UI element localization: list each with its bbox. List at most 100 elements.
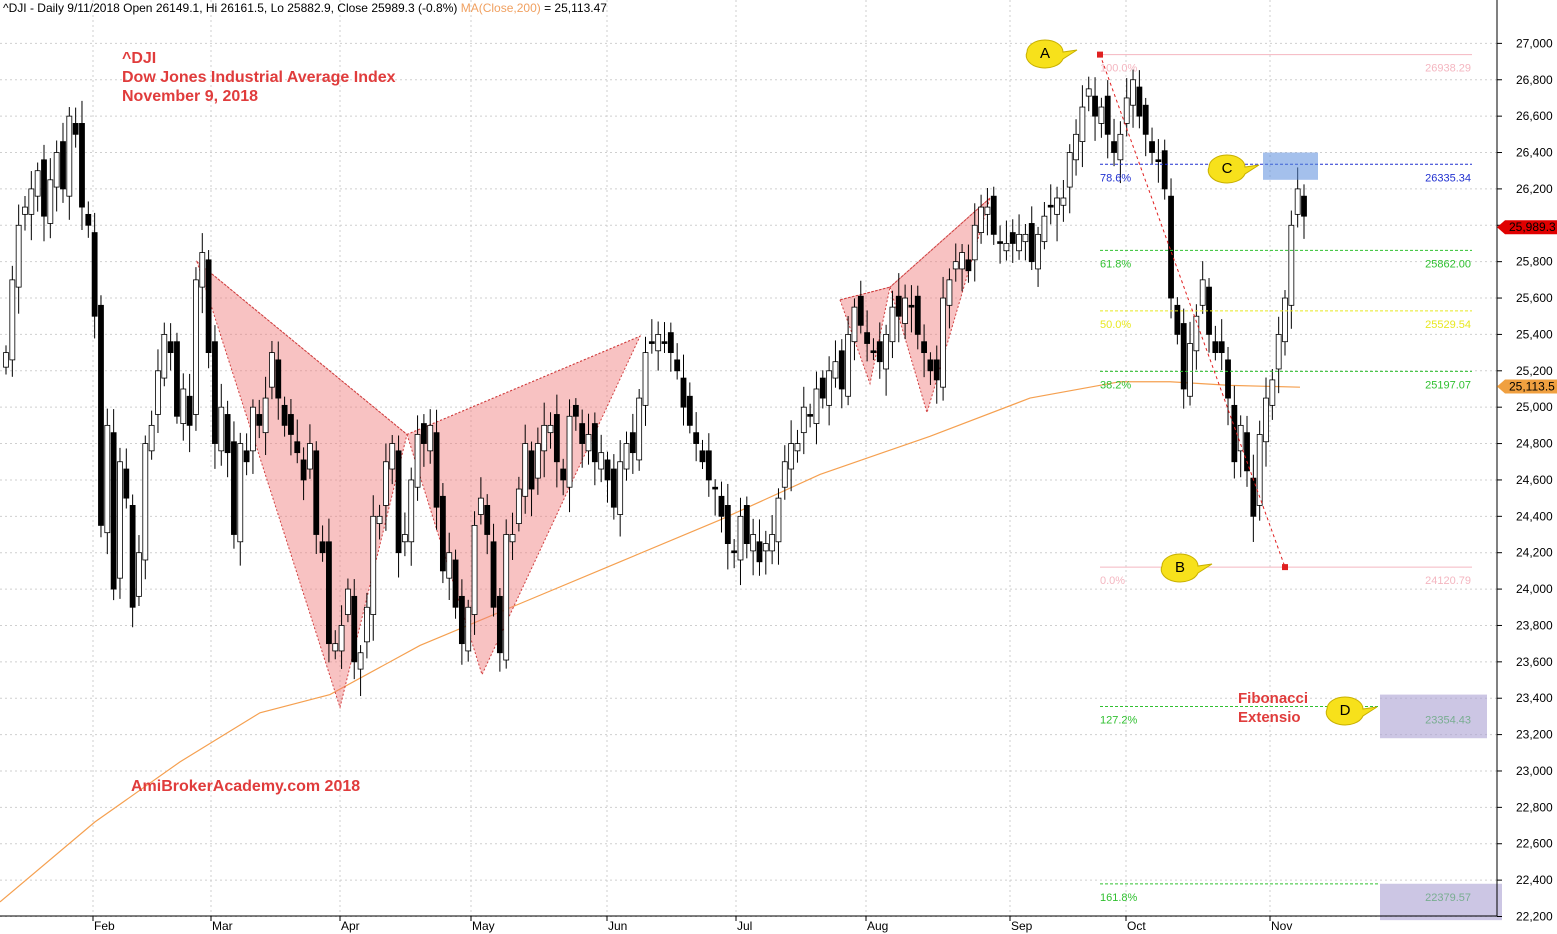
candle-body xyxy=(414,434,421,488)
candle xyxy=(307,424,313,479)
candle-body xyxy=(237,443,244,543)
candle-body xyxy=(1003,243,1010,252)
ma-value: = 25,113.47 xyxy=(540,1,607,15)
y-tick-label: 24,800 xyxy=(1516,437,1553,451)
candle-body xyxy=(889,306,896,343)
candle xyxy=(895,273,902,343)
fib-level: 61.8% 25862.00 xyxy=(1100,249,1472,270)
candle-body xyxy=(1275,334,1282,370)
y-tick-label: 22,200 xyxy=(1516,910,1553,924)
candle-body xyxy=(775,497,782,543)
candle-body xyxy=(1028,223,1035,263)
candle-body xyxy=(870,350,877,354)
candle xyxy=(1098,97,1105,138)
candle-body xyxy=(218,406,225,452)
candle-body xyxy=(262,397,269,434)
candle xyxy=(281,396,288,437)
candle-body xyxy=(636,397,643,461)
candle-body xyxy=(439,495,446,572)
candle-body xyxy=(15,224,22,288)
candle-body xyxy=(129,505,136,608)
candle-body xyxy=(1149,141,1155,153)
y-tick-label: 26,800 xyxy=(1516,73,1553,87)
candle xyxy=(1022,224,1029,261)
fib-value: 25862.00 xyxy=(1425,258,1471,270)
candle-body xyxy=(186,395,193,426)
candle xyxy=(1237,415,1244,478)
candle xyxy=(231,421,237,549)
candle-body xyxy=(851,306,858,343)
fib-percent: 0.0% xyxy=(1100,575,1125,587)
candle xyxy=(1199,261,1206,314)
candle-body xyxy=(522,443,529,497)
candle-body xyxy=(370,515,377,615)
candle-body xyxy=(807,414,814,417)
candle xyxy=(53,140,60,212)
candle-body xyxy=(832,361,839,379)
candle-body xyxy=(933,359,940,381)
candle xyxy=(15,204,22,314)
candle xyxy=(965,244,972,283)
fib-percent: 38.2% xyxy=(1100,379,1131,391)
candle-body xyxy=(446,552,453,579)
candle xyxy=(205,250,212,369)
point-c-label: C xyxy=(1222,160,1233,177)
candle xyxy=(522,424,529,514)
candle xyxy=(1111,118,1117,167)
candle xyxy=(1275,316,1282,394)
candle-body xyxy=(496,595,503,654)
candle xyxy=(876,322,883,379)
y-tick-label: 26,400 xyxy=(1516,146,1553,160)
candle-body xyxy=(452,559,459,608)
candle-body xyxy=(819,377,826,399)
candle xyxy=(572,398,579,431)
candle xyxy=(1174,297,1181,345)
candle xyxy=(104,408,111,555)
y-tick-label: 22,800 xyxy=(1516,800,1553,814)
y-tick-label: 25,800 xyxy=(1516,255,1553,269)
candle xyxy=(933,345,940,404)
candle xyxy=(9,265,16,377)
candle-body xyxy=(1073,133,1079,161)
point-b: B xyxy=(1160,553,1213,583)
candle-body xyxy=(1180,323,1187,390)
candle-body xyxy=(699,450,706,463)
candle-body xyxy=(617,461,624,515)
candle xyxy=(870,338,877,361)
point-d-label: D xyxy=(1340,702,1351,719)
candle xyxy=(224,400,231,478)
candle xyxy=(743,496,750,559)
candle-body xyxy=(541,424,548,452)
candle-body xyxy=(1085,88,1092,97)
y-tick-label: 24,000 xyxy=(1516,582,1553,596)
fib-percent: 50.0% xyxy=(1100,319,1131,331)
candle-body xyxy=(1035,233,1041,270)
candle xyxy=(959,244,965,292)
candle xyxy=(319,525,326,562)
point-b-label: B xyxy=(1175,559,1185,576)
fib-value: 26335.34 xyxy=(1425,172,1471,184)
point-a-bubble xyxy=(1025,39,1078,69)
candle xyxy=(724,483,731,570)
y-tick-label: 27,000 xyxy=(1516,36,1553,50)
candle xyxy=(250,399,256,474)
candle xyxy=(288,398,294,456)
candle-body xyxy=(490,541,497,608)
point-c-bubble xyxy=(1207,154,1260,184)
candle xyxy=(990,186,997,245)
fib-percent: 78.6% xyxy=(1100,172,1131,184)
candle xyxy=(718,481,725,533)
candle-body xyxy=(921,341,927,354)
x-tick-label: Nov xyxy=(1271,919,1292,933)
candle-body xyxy=(674,359,681,372)
candle-body xyxy=(655,334,662,352)
fib-note: Fibonacci Extensio xyxy=(1238,689,1308,727)
candle-body xyxy=(940,297,946,388)
candle xyxy=(813,371,820,445)
candle xyxy=(383,443,389,531)
candle-body xyxy=(338,625,345,652)
candle-body xyxy=(41,159,47,217)
candle-body xyxy=(72,123,79,135)
candle-body xyxy=(826,370,833,406)
